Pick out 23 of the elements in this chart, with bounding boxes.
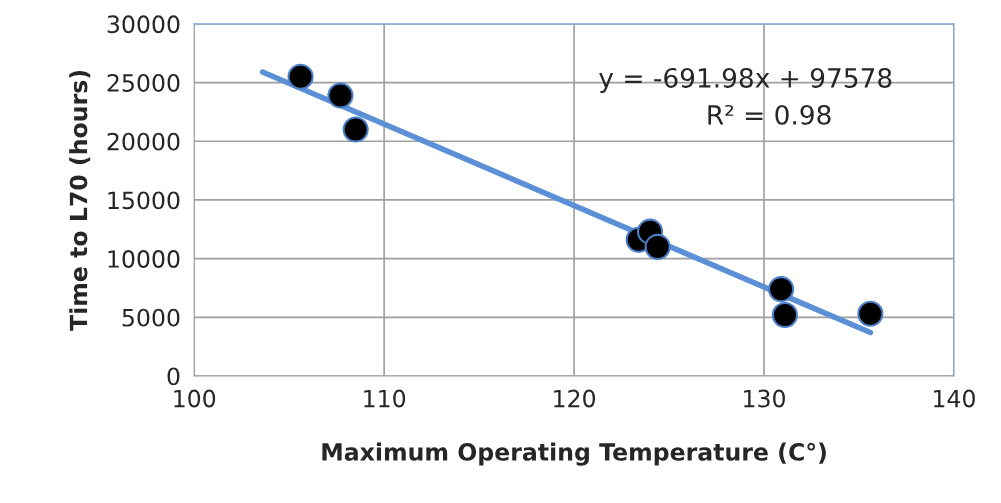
y-tick-label: 10000 — [108, 250, 180, 268]
x-tick-label: 100 — [174, 389, 216, 408]
point — [342, 116, 369, 143]
y-tick-label: 5000 — [122, 308, 180, 327]
x-tick-label: 130 — [744, 389, 785, 408]
point — [327, 82, 354, 109]
point — [768, 276, 795, 303]
point — [771, 301, 798, 329]
point — [644, 233, 671, 260]
point — [857, 300, 884, 327]
x-tick-label: 110 — [364, 389, 406, 408]
annotation: R² = 0.98 — [708, 104, 831, 125]
y-tick-label: 20000 — [107, 132, 180, 151]
x-tick-label: 120 — [554, 389, 596, 408]
y-tick-label: 0 — [167, 367, 180, 386]
y-axis-title: Time to L70 (hours) — [69, 70, 91, 331]
y-tick-label: 25000 — [107, 74, 180, 92]
point — [287, 63, 314, 90]
y-tick-label: 30000 — [107, 15, 180, 34]
annotation: y = -691.98x + 97578 — [599, 67, 892, 93]
x-axis-title: Maximum Operating Temperature (C°) — [322, 442, 826, 466]
y-tick-label: 15000 — [108, 191, 180, 210]
x-tick-label: 140 — [934, 389, 975, 408]
